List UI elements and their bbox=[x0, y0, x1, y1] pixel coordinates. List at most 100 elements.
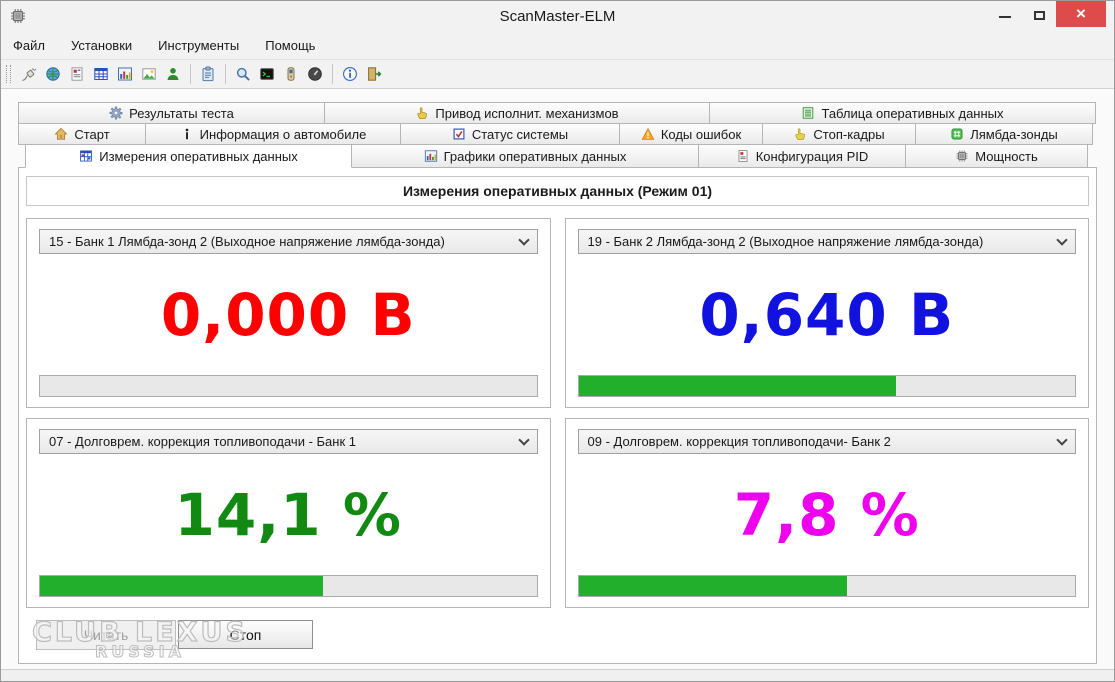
toolbar-separator bbox=[225, 64, 226, 84]
menu-tools[interactable]: Инструменты bbox=[158, 37, 240, 53]
tab-row-2: Старт Информация о автомобиле Статус сис… bbox=[18, 123, 1097, 145]
globe-icon[interactable] bbox=[41, 62, 65, 86]
minimize-button[interactable] bbox=[988, 1, 1022, 25]
gauge-icon[interactable] bbox=[303, 62, 327, 86]
pid-select-1[interactable]: 15 - Банк 1 Лямбда-зонд 2 (Выходное напр… bbox=[39, 229, 538, 254]
chart-icon[interactable] bbox=[113, 62, 137, 86]
tab-pid-config[interactable]: Конфигурация PID bbox=[698, 144, 906, 168]
toolbar-grip bbox=[6, 65, 11, 83]
toolbar-separator bbox=[332, 64, 333, 84]
tab-label: Стоп-кадры bbox=[813, 126, 885, 142]
list-icon bbox=[801, 106, 815, 120]
tab-live-data-measurements[interactable]: Измерения оперативных данных bbox=[25, 144, 352, 168]
tab-label: Привод исполнит. механизмов bbox=[435, 105, 619, 121]
title-bar: ScanMaster-ELM × bbox=[1, 1, 1114, 31]
chevron-down-icon bbox=[1056, 233, 1068, 246]
image-icon[interactable] bbox=[137, 62, 161, 86]
tab-label: Графики оперативных данных bbox=[443, 148, 627, 164]
warning-icon bbox=[641, 127, 655, 141]
tab-live-data-table[interactable]: Таблица оперативных данных bbox=[709, 102, 1096, 124]
tab-actuator-drive[interactable]: Привод исполнит. механизмов bbox=[324, 102, 710, 124]
tab-label: Таблица оперативных данных bbox=[821, 105, 1004, 121]
document-icon bbox=[736, 149, 750, 163]
checkbox-icon bbox=[452, 127, 466, 141]
report-icon[interactable] bbox=[65, 62, 89, 86]
pid-panel-2: 19 - Банк 2 Лямбда-зонд 2 (Выходное напр… bbox=[564, 218, 1089, 408]
tab-label: Старт bbox=[74, 126, 110, 142]
pid-value-2: 0,640 В bbox=[699, 280, 955, 349]
pid-panel-4: 09 - Долговрем. коррекция топливоподачи-… bbox=[564, 418, 1089, 608]
tab-lambda-sensors[interactable]: Лямбда-зонды bbox=[915, 123, 1093, 145]
progress-fill bbox=[578, 376, 897, 396]
progress-fill bbox=[578, 576, 847, 596]
close-button[interactable]: × bbox=[1056, 1, 1106, 27]
pid-value-1: 0,000 В bbox=[160, 280, 416, 349]
toolbar bbox=[1, 59, 1114, 89]
tab-start[interactable]: Старт bbox=[18, 123, 146, 145]
menu-help[interactable]: Помощь bbox=[265, 37, 316, 53]
panel-grid: 15 - Банк 1 Лямбда-зонд 2 (Выходное напр… bbox=[26, 218, 1089, 608]
menu-bar: Файл Установки Инструменты Помощь bbox=[1, 31, 1114, 59]
hand-icon bbox=[415, 106, 429, 120]
tab-vehicle-info[interactable]: Информация о автомобиле bbox=[145, 123, 401, 145]
tab-row-3: Измерения оперативных данных Графики опе… bbox=[18, 144, 1097, 168]
tab-system-status[interactable]: Статус системы bbox=[400, 123, 620, 145]
pid-select-2[interactable]: 19 - Банк 2 Лямбда-зонд 2 (Выходное напр… bbox=[577, 229, 1076, 254]
tab-freeze-frames[interactable]: Стоп-кадры bbox=[762, 123, 916, 145]
tab-label: Измерения оперативных данных bbox=[99, 148, 298, 164]
pid-select-4[interactable]: 09 - Долговрем. коррекция топливоподачи-… bbox=[577, 429, 1076, 454]
battery-icon[interactable] bbox=[279, 62, 303, 86]
pid-select-value: 19 - Банк 2 Лямбда-зонд 2 (Выходное напр… bbox=[587, 234, 984, 249]
menu-file[interactable]: Файл bbox=[13, 37, 45, 53]
tab-power[interactable]: Мощность bbox=[905, 144, 1088, 168]
stop-button[interactable]: Стоп bbox=[178, 620, 313, 649]
pid-select-value: 09 - Долговрем. коррекция топливоподачи-… bbox=[587, 434, 891, 449]
tab-label: Коды ошибок bbox=[660, 126, 742, 142]
tab-label: Мощность bbox=[975, 148, 1038, 164]
button-row: Читать Стоп bbox=[26, 618, 1089, 658]
search-icon[interactable] bbox=[231, 62, 255, 86]
chevron-down-icon bbox=[517, 433, 530, 446]
progress-bar-3 bbox=[39, 575, 538, 597]
pid-select-3[interactable]: 07 - Долговрем. коррекция топливоподачи … bbox=[39, 429, 538, 454]
user-icon[interactable] bbox=[161, 62, 185, 86]
tab-test-results[interactable]: Результаты теста bbox=[18, 102, 325, 124]
maximize-button[interactable] bbox=[1022, 1, 1056, 25]
chevron-down-icon bbox=[517, 233, 530, 246]
info-icon[interactable] bbox=[338, 62, 362, 86]
terminal-icon[interactable] bbox=[255, 62, 279, 86]
graph-icon bbox=[424, 149, 438, 163]
chip-icon bbox=[955, 149, 969, 163]
pid-select-value: 07 - Долговрем. коррекция топливоподачи … bbox=[49, 434, 356, 449]
tab-label: Информация о автомобиле bbox=[199, 126, 367, 142]
menu-settings[interactable]: Установки bbox=[70, 37, 133, 53]
info-i-icon bbox=[180, 127, 194, 141]
exit-icon[interactable] bbox=[362, 62, 386, 86]
live-data-content: Измерения оперативных данных (Режим 01) … bbox=[18, 167, 1097, 664]
clipboard-icon[interactable] bbox=[196, 62, 220, 86]
status-bar bbox=[1, 669, 1114, 681]
chip-app-icon bbox=[9, 7, 27, 25]
tab-label: Результаты теста bbox=[129, 105, 234, 121]
pid-panel-3: 07 - Долговрем. коррекция топливоподачи … bbox=[26, 418, 551, 608]
toolbar-separator bbox=[190, 64, 191, 84]
chevron-down-icon bbox=[1056, 433, 1068, 446]
pid-value-3: 14,1 % bbox=[174, 480, 402, 549]
grid-icon bbox=[79, 149, 93, 163]
tab-trouble-codes[interactable]: Коды ошибок bbox=[619, 123, 763, 145]
read-button[interactable]: Читать bbox=[36, 620, 176, 650]
progress-bar-4 bbox=[577, 575, 1076, 597]
tab-label: Конфигурация PID bbox=[755, 148, 869, 164]
home-icon bbox=[54, 127, 68, 141]
progress-bar-1 bbox=[39, 375, 538, 397]
pid-value-4: 7,8 % bbox=[733, 480, 920, 549]
gear-icon bbox=[109, 106, 123, 120]
lambda-grid-icon bbox=[950, 127, 964, 141]
tab-live-data-graphs[interactable]: Графики оперативных данных bbox=[351, 144, 699, 168]
tab-label: Лямбда-зонды bbox=[970, 126, 1058, 142]
tab-label: Статус системы bbox=[471, 126, 569, 142]
connect-icon[interactable] bbox=[17, 62, 41, 86]
table-icon[interactable] bbox=[89, 62, 113, 86]
window-controls: × bbox=[988, 1, 1114, 27]
